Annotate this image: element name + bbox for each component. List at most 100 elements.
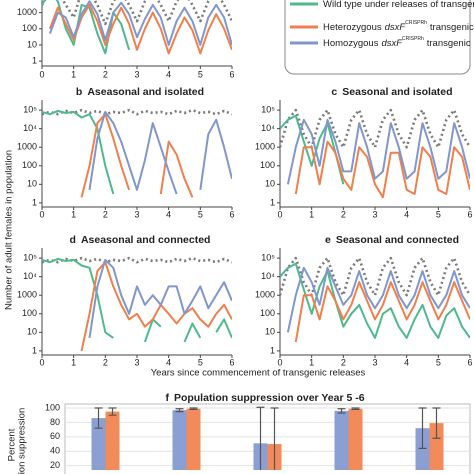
y-tick-label: 100	[22, 308, 37, 318]
y-tick-label: 1	[32, 56, 37, 66]
legend-sup: CRISPRh	[402, 36, 424, 42]
x-tick-label: 3	[134, 69, 139, 79]
error-bar	[108, 407, 117, 416]
error-bar	[351, 407, 360, 411]
y-tick-label: 1000	[17, 142, 37, 152]
error-bar	[418, 407, 427, 449]
bars	[91, 406, 444, 470]
y-tick-label: 10	[265, 179, 275, 189]
bar	[105, 411, 120, 470]
error-bar	[94, 407, 103, 429]
y-tick-label: 40	[50, 446, 60, 456]
x-tick-label: 2	[341, 357, 346, 367]
x-tick-label: 4	[404, 209, 409, 219]
y-tick-label: 1000	[17, 7, 37, 17]
legend-gene: dsxF	[385, 22, 407, 33]
panel-title: c Seasonal and isolated	[331, 86, 452, 98]
x-tick-label: 1	[71, 357, 76, 367]
y-tick-label: 10⁴	[261, 271, 275, 281]
panel-letter: f	[165, 392, 169, 404]
series-line	[42, 109, 115, 195]
x-tick-label: 4	[166, 69, 171, 79]
plot-frame	[64, 403, 471, 474]
y-tick-label: 10⁵	[23, 252, 37, 262]
series-line	[80, 261, 232, 352]
x-tick-label: 6	[229, 209, 234, 219]
x-tick-label: 3	[134, 357, 139, 367]
x-tick-label: 2	[341, 209, 346, 219]
x-tick-label: 1	[71, 209, 76, 219]
bar	[334, 410, 349, 470]
x-tick-label: 5	[198, 209, 203, 219]
panel-title-text: Seasonal and connected	[336, 234, 459, 246]
x-tick-label: 0	[277, 209, 282, 219]
error-bar	[270, 407, 279, 470]
panel-title: f Population suppression over Year 5 -6	[165, 392, 364, 404]
y-tick-label: 100	[45, 402, 60, 412]
x-tick-label: 0	[39, 69, 44, 79]
series-line	[286, 266, 470, 333]
x-tick-label: 5	[436, 357, 441, 367]
legend-text: Heterozygous	[323, 22, 382, 33]
error-bar	[175, 408, 184, 413]
x-tick-label: 0	[39, 357, 44, 367]
y-tick-label: 10	[27, 327, 37, 337]
series-line	[48, 0, 232, 46]
legend-gene: dsxF	[381, 38, 403, 49]
y-tick-label: 10⁵	[261, 252, 275, 262]
y-tick-label: 1000	[17, 290, 37, 300]
series-line	[48, 3, 232, 55]
bar	[91, 418, 106, 470]
legend-sup: CRISPRh	[405, 20, 427, 26]
panel-letter: e	[325, 234, 331, 246]
y-axis-label: Number of adult females in population	[4, 150, 15, 310]
y-tick-label: 1	[270, 345, 275, 355]
series-line	[294, 281, 470, 343]
y-tick-label: 10⁵	[23, 104, 37, 114]
x-tick-label: 1	[309, 357, 314, 367]
series-line	[88, 110, 232, 195]
y-tick-label: 100	[260, 308, 275, 318]
error-bar	[337, 408, 346, 414]
y-tick-label: 1000	[255, 290, 275, 300]
panel-letter: b	[76, 86, 82, 98]
x-tick-label: 0	[277, 357, 282, 367]
x-tick-label: 2	[103, 357, 108, 367]
panel-title-text: Aseasonal and isolated	[87, 86, 204, 98]
legend-label: Wild type under releases of transgenics	[323, 0, 474, 10]
y-tick-label: 100	[22, 160, 37, 170]
y-tick-label: 1000	[255, 142, 275, 152]
x-tick-label: 3	[372, 357, 377, 367]
bar	[348, 408, 363, 470]
y-tick-label: 10⁴	[23, 271, 37, 281]
legend-suffix: transgenic	[427, 38, 471, 49]
panel-title-text: Population suppression over Year 5 -6	[174, 392, 365, 404]
x-tick-label: 1	[309, 209, 314, 219]
x-tick-label: 6	[467, 209, 472, 219]
y-tick-label: 1	[270, 197, 275, 207]
x-tick-label: 4	[166, 357, 171, 367]
legend-text: Homozygous	[323, 38, 379, 49]
x-tick-label: 3	[134, 209, 139, 219]
x-tick-label: 4	[166, 209, 171, 219]
legend-label: Heterozygous dsxFCRISPRh transgenic	[323, 20, 474, 32]
x-tick-label: 5	[198, 69, 203, 79]
error-bar	[432, 407, 441, 439]
panel-title: b Aseasonal and isolated	[76, 86, 204, 98]
y-tick-label: 1	[32, 345, 37, 355]
series-line	[280, 262, 470, 339]
y-tick-label: 100	[22, 23, 37, 33]
y-axis-label: ation suppression	[17, 408, 28, 474]
x-tick-label: 6	[467, 357, 472, 367]
x-axis-label: Years since commencement of transgenic r…	[151, 368, 366, 379]
x-tick-label: 2	[103, 69, 108, 79]
y-tick-label: 10⁵	[261, 104, 275, 114]
y-axis-label: Percent	[7, 428, 18, 461]
bar	[415, 428, 430, 470]
dotted-line	[42, 108, 232, 116]
legend-text: Wild type under releases of transgenics	[323, 0, 474, 10]
series-line	[88, 258, 232, 339]
x-tick-label: 6	[229, 357, 234, 367]
